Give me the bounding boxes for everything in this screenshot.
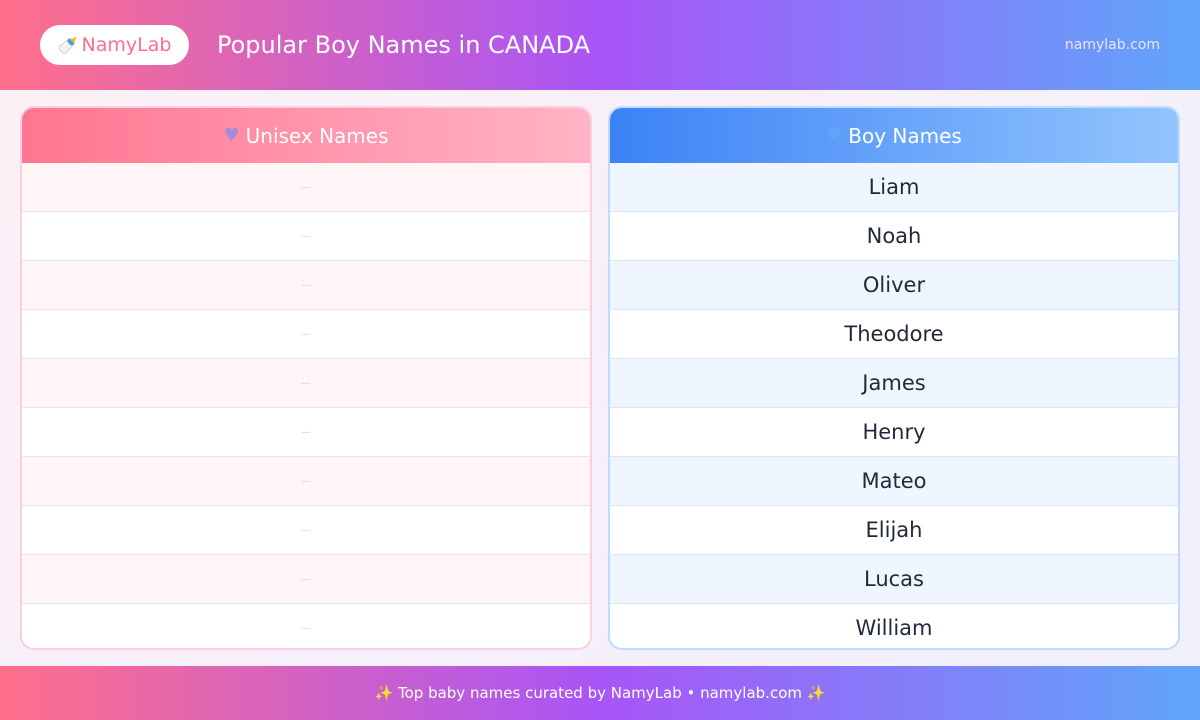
list-item: — [22, 555, 590, 604]
list-item: — [22, 604, 590, 648]
list-item: Oliver [610, 261, 1178, 310]
logo-text: NamyLab [81, 34, 172, 56]
panel-header: ♥ Unisex Names [22, 108, 590, 163]
list-item: Theodore [610, 310, 1178, 359]
list-item: — [22, 212, 590, 261]
purple-heart-icon: ♥ [223, 125, 240, 146]
list-item: — [22, 359, 590, 408]
list-item: James [610, 359, 1178, 408]
page-title: Popular Boy Names in CANADA [217, 31, 591, 59]
list-item: — [22, 261, 590, 310]
baby-bottle-icon: 🍼 [57, 35, 78, 55]
boy-names-panel: ♥ Boy Names Liam Noah Oliver Theodore James H… [608, 106, 1180, 650]
logo[interactable]: 🍼 NamyLab [40, 25, 189, 65]
list-item: — [22, 457, 590, 506]
list-item: Mateo [610, 457, 1178, 506]
site-link[interactable]: namylab.com [1064, 37, 1160, 53]
list-item: Elijah [610, 506, 1178, 555]
list-item: Liam [610, 163, 1178, 212]
panel-title: Unisex Names [245, 123, 389, 148]
footer-text: ✨ Top baby names curated by NamyLab • na… [374, 684, 826, 702]
list-item: — [22, 408, 590, 457]
list-item: — [22, 163, 590, 212]
blue-heart-icon: ♥ [826, 125, 843, 146]
panel-title: Boy Names [848, 123, 962, 148]
list-item: Lucas [610, 555, 1178, 604]
list-item: Henry [610, 408, 1178, 457]
header: 🍼 NamyLab Popular Boy Names in CANADA na… [0, 0, 1200, 90]
list-item: Noah [610, 212, 1178, 261]
footer: ✨ Top baby names curated by NamyLab • na… [0, 666, 1200, 720]
unisex-names-panel: ♥ Unisex Names — — — — — — — — — — [20, 106, 592, 650]
list-item: — [22, 506, 590, 555]
list-item: — [22, 310, 590, 359]
list-item: William [610, 604, 1178, 648]
panel-header: ♥ Boy Names [610, 108, 1178, 163]
